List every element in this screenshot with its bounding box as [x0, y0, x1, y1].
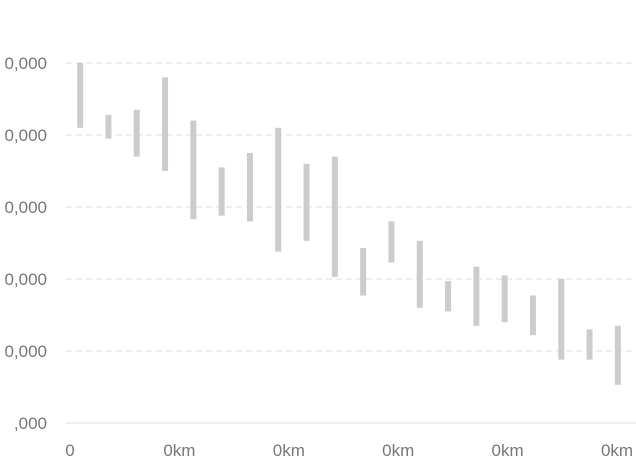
- range-bar: [416, 240, 423, 308]
- range-bar: [586, 329, 593, 360]
- x-tick-label: 0km: [163, 441, 195, 460]
- range-bar: [246, 153, 253, 222]
- range-bar: [133, 109, 140, 157]
- x-tick-label: 0km: [273, 441, 305, 460]
- range-bar: [501, 275, 508, 323]
- y-tick-label: 0,000: [4, 270, 47, 289]
- y-tick-label: ,000: [14, 414, 47, 433]
- y-tick-label: 0,000: [4, 126, 47, 145]
- range-bar: [360, 248, 367, 296]
- grid-layer: [66, 62, 636, 424]
- range-bar: [388, 221, 395, 263]
- bar-layer: [77, 63, 621, 385]
- x-tick-label: 0km: [382, 441, 414, 460]
- range-bar: [77, 63, 84, 128]
- range-bar: [218, 167, 225, 216]
- y-tick-label: 0,000: [4, 342, 47, 361]
- range-bar: [614, 325, 621, 385]
- range-bar: [558, 279, 565, 360]
- y-axis-tick-labels: ,000 0,000 0,000 0,000 0,000 0,000: [4, 54, 47, 433]
- x-tick-label: 0km: [492, 441, 524, 460]
- y-tick-label: 0,000: [4, 54, 47, 73]
- range-bar: [529, 295, 536, 336]
- range-bar: [275, 127, 282, 252]
- range-bar: [473, 266, 480, 326]
- range-bar: [303, 163, 310, 241]
- x-tick-label: 0: [65, 441, 74, 460]
- range-bar: [190, 120, 197, 220]
- range-bar: [105, 114, 112, 139]
- x-axis-tick-labels: 0 0km 0km 0km 0km 0km: [65, 441, 633, 460]
- range-bar: [331, 156, 338, 277]
- range-bar: [162, 77, 169, 171]
- y-tick-label: 0,000: [4, 198, 47, 217]
- range-bar: [445, 281, 452, 312]
- x-tick-label: 0km: [601, 441, 633, 460]
